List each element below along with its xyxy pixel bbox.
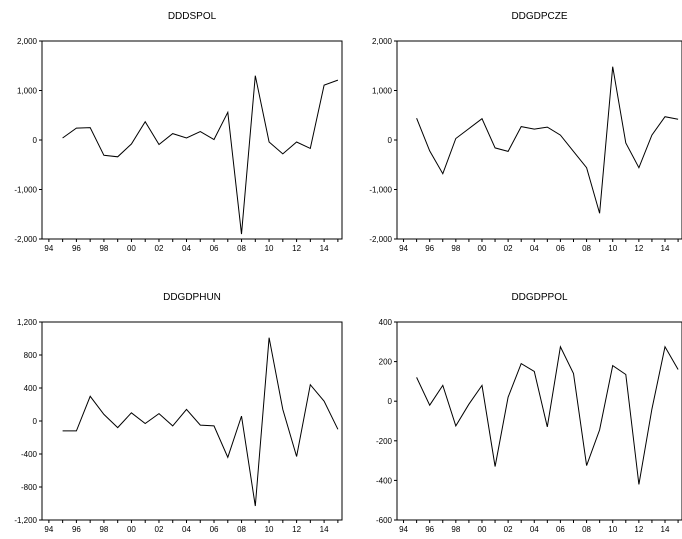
y-tick-label: 200: [379, 358, 393, 367]
x-tick-label: 10: [265, 525, 274, 534]
x-tick-label: 12: [292, 525, 301, 534]
y-tick-label: 1,200: [17, 318, 38, 327]
x-tick-label: 06: [210, 525, 219, 534]
x-tick-label: 14: [320, 525, 329, 534]
y-tick-label: 2,000: [372, 37, 393, 46]
x-tick-label: 06: [210, 244, 219, 253]
x-tick-label: 02: [155, 244, 164, 253]
x-tick-label: 00: [478, 244, 487, 253]
x-tick-label: 14: [661, 244, 670, 253]
chart-title: DDGDPCZE: [511, 11, 567, 22]
x-tick-label: 14: [320, 244, 329, 253]
y-tick-label: 2,000: [17, 37, 38, 46]
plot-frame: [41, 321, 343, 521]
x-tick-label: 00: [127, 244, 136, 253]
plot-frame: [396, 321, 682, 521]
x-tick-label: 12: [634, 525, 643, 534]
series-line: [416, 66, 679, 214]
x-tick-label: 98: [99, 244, 108, 253]
x-tick-label: 08: [582, 525, 591, 534]
plot-frame: [396, 40, 682, 240]
y-tick-label: -400: [21, 450, 38, 459]
y-tick-label: 0: [388, 136, 393, 145]
y-tick-label: 0: [33, 417, 38, 426]
x-tick-label: 06: [556, 525, 565, 534]
series-line: [416, 345, 679, 485]
x-tick-label: 08: [582, 244, 591, 253]
x-tick-label: 12: [292, 244, 301, 253]
y-tick-label: 400: [379, 318, 393, 327]
y-tick-label: -600: [376, 516, 393, 525]
x-tick-label: 04: [530, 244, 539, 253]
y-tick-label: 0: [33, 136, 38, 145]
chart-title: DDDSPOL: [168, 11, 217, 22]
y-tick-label: 1,000: [17, 87, 38, 96]
x-tick-label: 10: [608, 244, 617, 253]
y-tick-label: -800: [21, 483, 38, 492]
x-tick-label: 94: [399, 525, 408, 534]
x-tick-label: 94: [44, 525, 53, 534]
chart-panel-3: DDGDPHUN 1,200 800 400 0 -400 -800 -1,200 94 96 98…: [14, 292, 343, 534]
x-tick-label: 96: [72, 244, 81, 253]
chart-title: DDGDPHUN: [163, 292, 221, 303]
series-line: [62, 337, 339, 507]
x-tick-label: 10: [265, 244, 274, 253]
x-tick-label: 94: [399, 244, 408, 253]
x-tick-label: 02: [504, 525, 513, 534]
x-tick-label: 96: [425, 244, 434, 253]
x-tick-label: 96: [72, 525, 81, 534]
x-tick-label: 98: [451, 525, 460, 534]
x-tick-label: 04: [182, 244, 191, 253]
x-tick-label: 06: [556, 244, 565, 253]
x-tick-label: 96: [425, 525, 434, 534]
y-tick-label: -1,000: [369, 186, 392, 195]
y-tick-label: -1,000: [14, 186, 37, 195]
chart-panel-1: DDDSPOL 2,000 1,000 0 -1,000 -2,000 94 96 98 00 02…: [14, 11, 343, 253]
y-tick-label: -400: [376, 476, 393, 485]
x-tick-label: 00: [478, 525, 487, 534]
x-tick-label: 02: [155, 525, 164, 534]
x-tick-label: 14: [661, 525, 670, 534]
chart-panel-2: DDGDPCZE 2,000 1,000 0 -1,000 -2,000 94 96 98 00 0…: [369, 11, 682, 253]
y-tick-label: -1,200: [14, 516, 37, 525]
y-tick-label: 400: [24, 384, 38, 393]
x-tick-label: 98: [99, 525, 108, 534]
x-tick-label: 02: [504, 244, 513, 253]
y-tick-label: -2,000: [369, 235, 392, 244]
plot-frame: [41, 40, 343, 240]
x-tick-label: 08: [237, 244, 246, 253]
x-tick-label: 04: [530, 525, 539, 534]
y-tick-label: 1,000: [372, 87, 393, 96]
x-tick-label: 04: [182, 525, 191, 534]
x-tick-label: 12: [634, 244, 643, 253]
y-tick-label: -200: [376, 437, 393, 446]
x-tick-label: 00: [127, 525, 136, 534]
x-tick-label: 98: [451, 244, 460, 253]
x-tick-label: 08: [237, 525, 246, 534]
y-tick-label: 0: [388, 397, 393, 406]
chart-title: DDGDPPOL: [511, 292, 568, 303]
y-tick-label: 800: [24, 351, 38, 360]
series-line: [62, 75, 339, 235]
x-tick-label: 94: [44, 244, 53, 253]
chart-panel-4: DDGDPPOL 400 200 0 -200 -400 -600 94 96 98 00 02 04 0…: [376, 292, 682, 534]
x-tick-label: 10: [608, 525, 617, 534]
y-tick-label: -2,000: [14, 235, 37, 244]
